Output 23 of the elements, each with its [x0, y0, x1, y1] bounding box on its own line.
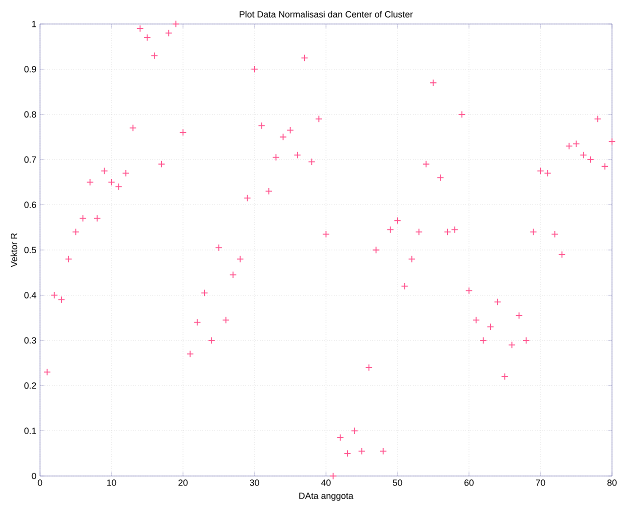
y-tick-label: 0.8	[24, 111, 36, 118]
x-tick-label: 50	[392, 480, 402, 486]
x-tick-label: 60	[464, 480, 474, 486]
x-axis-title: DAta anggota	[299, 492, 354, 501]
y-tick-label: 0.9	[24, 66, 36, 72]
y-tick-label: 0.2	[24, 382, 36, 389]
y-tick-label: 0.3	[24, 337, 36, 344]
y-tick-label: 0.4	[24, 292, 36, 298]
y-tick-label: 0	[32, 472, 36, 480]
y-tick-label: 0.7	[24, 156, 36, 163]
x-tick-label: 80	[607, 480, 617, 486]
x-tick-label: 30	[250, 480, 260, 486]
chart-title: Plot Data Normalisasi dan Center of Cluster	[240, 10, 413, 18]
y-tick-label: 0.1	[24, 428, 36, 434]
x-tick-label: 40	[321, 480, 331, 486]
y-tick-label: 0.6	[24, 202, 36, 208]
y-tick-label: 0.5	[24, 246, 36, 254]
y-axis-title: Vektor R	[10, 233, 18, 268]
x-tick-label: 10	[107, 480, 116, 486]
x-tick-label: 70	[536, 480, 546, 486]
y-tick-label: 1	[32, 20, 36, 28]
x-tick-label: 0	[38, 480, 42, 486]
x-tick-label: 20	[178, 480, 188, 486]
